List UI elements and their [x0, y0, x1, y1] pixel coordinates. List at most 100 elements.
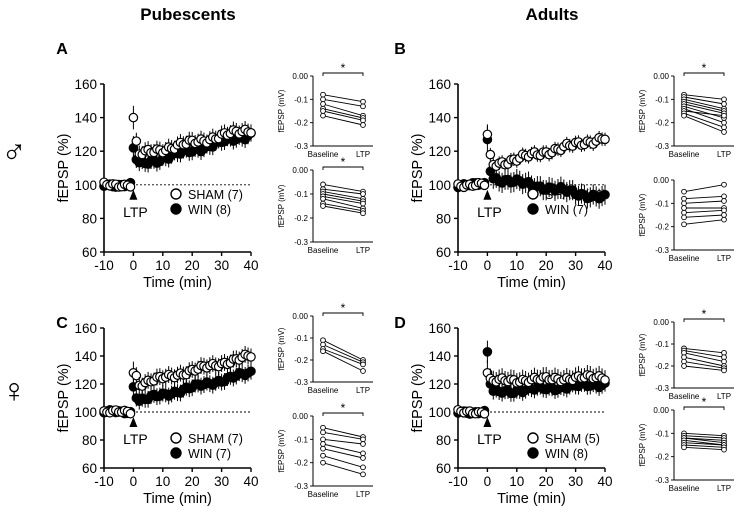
- pair-line: [322, 431, 364, 440]
- pair-ltp-point: [360, 436, 366, 443]
- significance-star: *: [341, 401, 346, 415]
- inset-y-tick-label: -0.1: [294, 435, 308, 444]
- x-tick-label: 0: [484, 474, 492, 489]
- x-tick-label: 30: [214, 474, 229, 489]
- pair-line: [683, 350, 725, 358]
- legend-sham-label: SHAM (7): [188, 432, 243, 446]
- inset-y-tick-label: -0.3: [294, 142, 308, 151]
- ltp-label: LTP: [123, 431, 148, 447]
- y-tick-label: 100: [428, 405, 451, 420]
- y-tick-label: 80: [436, 433, 451, 448]
- ltp-arrow-icon: [129, 189, 138, 200]
- pair-line: [683, 352, 725, 363]
- pair-line: [683, 432, 725, 437]
- inset-y-tick-label: 0.00: [292, 412, 308, 421]
- data-point: [246, 128, 256, 138]
- inset-pair: [320, 203, 366, 217]
- pair-ltp-point: [721, 129, 727, 135]
- data-point: [482, 346, 493, 357]
- legend-win-label: WIN (7): [188, 447, 231, 461]
- pair-ltp-point: [360, 471, 366, 478]
- pair-line: [322, 348, 364, 365]
- x-axis-label: Time (min): [497, 275, 566, 291]
- inset-y-tick-label: -0.2: [655, 119, 669, 128]
- pair-line: [683, 361, 725, 369]
- pair-baseline-point: [320, 424, 326, 431]
- y-tick-label: 100: [428, 178, 451, 193]
- inset-y-tick-label: -0.3: [294, 378, 308, 387]
- inset-category-label: LTP: [356, 246, 370, 255]
- pair-ltp-point: [360, 464, 366, 471]
- pair-baseline-point: [320, 195, 326, 202]
- inset-category-label: Baseline: [669, 392, 700, 401]
- x-tick-label: 10: [155, 474, 170, 489]
- inset-y-tick-label: -0.3: [655, 246, 669, 255]
- pair-line: [322, 448, 364, 459]
- pair-baseline-point: [320, 445, 326, 452]
- inset-y-tick-label: -0.2: [655, 362, 669, 371]
- legend: SHAM (7)WIN (8): [170, 188, 243, 217]
- pair-line: [322, 94, 364, 103]
- significance-bracket: [322, 312, 364, 316]
- data-point: [479, 180, 490, 191]
- x-tick-label: -10: [94, 474, 114, 489]
- pair-ltp-point: [360, 210, 366, 217]
- inset-pair: [320, 105, 366, 121]
- pair-baseline-point: [320, 429, 326, 436]
- pair-baseline-point: [681, 214, 687, 221]
- pair-baseline-point: [320, 181, 326, 188]
- significance-bracket: [322, 166, 364, 170]
- data-point: [128, 112, 139, 123]
- legend-win-marker: [527, 447, 539, 459]
- pair-line: [322, 203, 364, 212]
- inset-y-axis-label: fEPSP (mV): [277, 429, 286, 472]
- inset-y-tick-label: -0.3: [655, 384, 669, 393]
- pair-line: [683, 184, 725, 193]
- x-tick-label: 40: [597, 258, 612, 273]
- inset-y-tick-label: -0.2: [655, 453, 669, 462]
- main-axes: 60 80 100 120 140 160 -10 0 10 20 30 40 Time (min) fE…: [410, 321, 613, 507]
- inset-pair: [681, 181, 727, 195]
- legend-win-marker: [170, 203, 182, 215]
- data-point: [131, 370, 142, 381]
- inset-category-label: Baseline: [308, 246, 339, 255]
- x-tick-label: -10: [94, 258, 114, 273]
- male-symbol: ♂: [1, 132, 27, 170]
- pair-line: [683, 347, 725, 354]
- y-axis-label: fEPSP (%): [56, 133, 72, 202]
- y-tick-label: 140: [74, 349, 97, 364]
- inset-y-axis-label: fEPSP (mV): [277, 89, 286, 132]
- ltp-arrow-icon: [483, 417, 492, 427]
- inset-y-tick-label: -0.2: [294, 119, 308, 128]
- y-tick-label: 60: [436, 245, 451, 260]
- pair-line: [683, 105, 725, 119]
- ltp-label: LTP: [477, 204, 502, 220]
- pair-line: [683, 214, 725, 218]
- x-tick-label: 20: [539, 474, 554, 489]
- pair-ltp-point: [721, 112, 727, 119]
- pair-line: [683, 112, 725, 128]
- panel-d: D 60 80 100 120 140 160 -10 0 10 20 30 40 Time (min) f…: [394, 307, 734, 507]
- inset-pair: [320, 91, 366, 105]
- y-tick-label: 140: [428, 111, 451, 126]
- inset-pair: [320, 195, 366, 212]
- inset-y-tick-label: -0.2: [294, 459, 308, 468]
- y-tick-label: 140: [428, 349, 451, 364]
- pair-line: [683, 108, 725, 124]
- x-tick-label: 20: [185, 258, 200, 273]
- significance-star: *: [341, 61, 346, 75]
- pair-line: [322, 205, 364, 214]
- x-tick-label: 30: [568, 474, 583, 489]
- inset-category-label: LTP: [356, 386, 370, 395]
- pair-line: [683, 200, 725, 204]
- pair-baseline-point: [681, 200, 687, 207]
- series-sham: [99, 105, 256, 192]
- panel-label: B: [394, 41, 406, 58]
- pair-baseline-point: [320, 459, 326, 466]
- y-tick-label: 60: [436, 461, 451, 476]
- pair-ltp-point: [721, 101, 727, 107]
